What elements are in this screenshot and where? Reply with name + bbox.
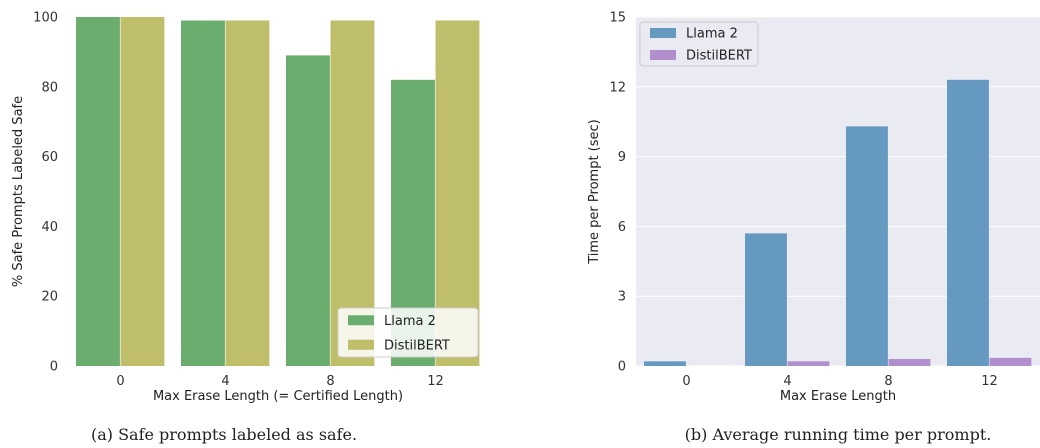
y-tick-label: 80 (41, 80, 58, 95)
chart-a-legend: Llama 2 DistilBERT (337, 307, 479, 358)
y-tick-label: 20 (41, 290, 58, 305)
y-tick-label: 12 (609, 80, 626, 95)
y-tick-label: 0 (50, 360, 58, 375)
bar-llama-2-4 (745, 233, 787, 366)
chart-b: 0 3 6 9 12 15 0 4 8 12 Max Erase Length Time per… (587, 11, 1040, 444)
bar-distilbert-4 (225, 20, 270, 367)
chart-b-x-axis-label: Max Erase Length (780, 389, 896, 404)
legend-label: DistilBERT (384, 338, 450, 353)
x-tick-label: 12 (981, 374, 998, 389)
x-tick-label: 8 (884, 374, 892, 389)
chart-a-x-axis-label: Max Erase Length (= Certified Length) (153, 389, 403, 404)
legend-swatch (348, 339, 374, 350)
chart-b-y-axis-label: Time per Prompt (sec) (587, 119, 602, 265)
legend-label: Llama 2 (686, 27, 738, 42)
bar-distilbert-8 (888, 359, 931, 366)
legend-swatch (650, 50, 676, 60)
legend-label: DistilBERT (686, 49, 752, 64)
legend-label: Llama 2 (384, 314, 436, 329)
bar-llama-2-12 (947, 79, 989, 366)
chart-a-y-axis-label: % Safe Prompts Labeled Safe (11, 96, 26, 287)
x-tick-label: 8 (326, 374, 334, 389)
chart-b-legend: Llama 2 DistilBERT (639, 21, 759, 67)
x-tick-label: 4 (221, 374, 229, 389)
bar-distilbert-12 (989, 357, 1032, 366)
x-tick-label: 12 (427, 374, 444, 389)
y-tick-label: 9 (618, 150, 626, 165)
y-tick-label: 6 (618, 220, 626, 235)
y-tick-label: 0 (618, 360, 626, 375)
x-tick-label: 0 (682, 374, 690, 389)
chart-a-caption: (a) Safe prompts labeled as safe. (91, 425, 357, 444)
bar-distilbert-0 (120, 17, 165, 366)
y-tick-label: 100 (33, 11, 58, 26)
y-tick-label: 15 (609, 11, 626, 26)
legend-swatch (348, 315, 374, 326)
x-tick-label: 4 (783, 374, 791, 389)
x-tick-label: 0 (116, 374, 124, 389)
bar-distilbert-4 (787, 361, 830, 366)
y-tick-label: 40 (41, 220, 58, 235)
bar-llama-2-8 (286, 55, 330, 366)
chart-a: 0 20 40 60 80 100 0 4 8 12 Max Erase Length (= C… (11, 11, 488, 444)
y-tick-label: 60 (41, 150, 58, 165)
bar-llama-2-4 (181, 20, 225, 367)
bar-llama-2-0 (76, 17, 120, 366)
chart-b-caption: (b) Average running time per prompt. (685, 425, 992, 444)
legend-swatch (650, 28, 676, 38)
y-tick-label: 3 (618, 290, 626, 305)
bar-llama-2-8 (846, 126, 888, 366)
bar-llama-2-0 (644, 361, 686, 366)
